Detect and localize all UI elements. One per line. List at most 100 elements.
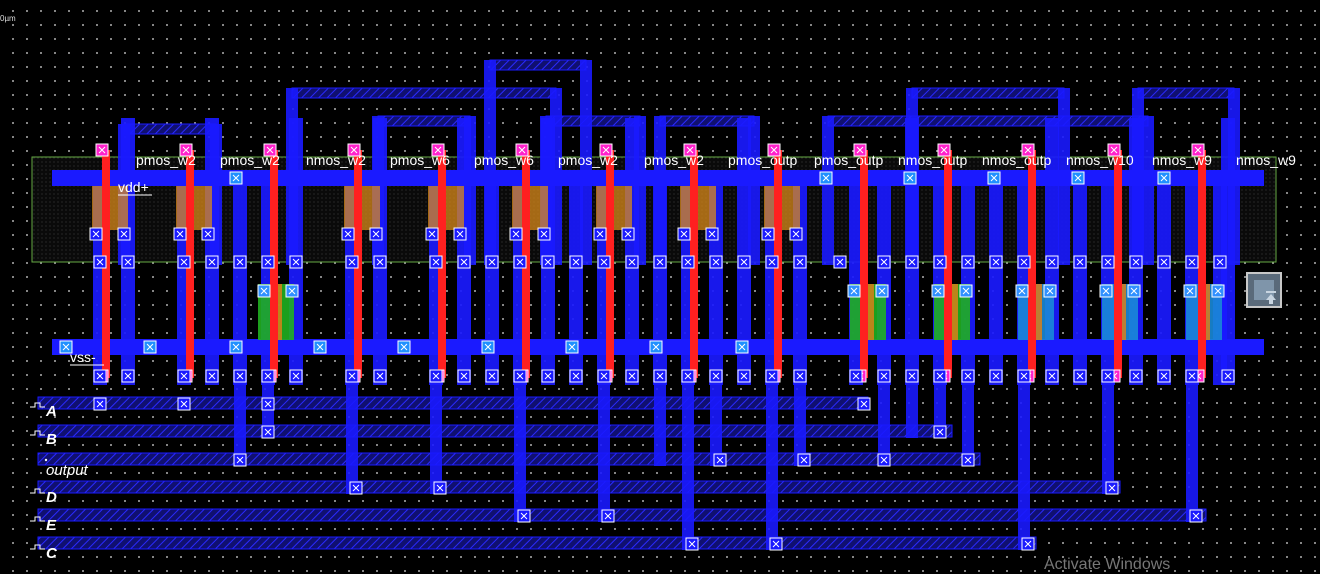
pin-label: B <box>46 431 57 448</box>
metal1-drop <box>878 372 890 466</box>
zoom-fit-icon <box>1254 280 1276 304</box>
route-top <box>1137 87 1235 99</box>
cell-label: nmos_w9 <box>1236 152 1296 168</box>
route-bus <box>37 480 1121 494</box>
contact-mark <box>796 372 804 380</box>
metal1-drop <box>794 372 806 466</box>
contact-mark <box>236 456 244 464</box>
contact-mark <box>1104 258 1112 266</box>
contact-mark <box>908 372 916 380</box>
pin-output-dot <box>44 458 48 462</box>
metal1-drop <box>1102 372 1114 494</box>
contact-mark <box>428 230 436 238</box>
contact-mark <box>180 258 188 266</box>
contact-mark <box>792 230 800 238</box>
metal1-loop <box>580 60 592 265</box>
contact-mark <box>232 343 240 351</box>
contact-mark <box>182 146 190 154</box>
metal1-loop <box>748 116 760 265</box>
contact-mark <box>1076 258 1084 266</box>
contact-mark <box>1076 372 1084 380</box>
contact-mark <box>964 258 972 266</box>
metal1-drop <box>934 372 946 438</box>
pin-label: A <box>45 403 57 420</box>
contact-mark <box>208 372 216 380</box>
contact-mark <box>836 258 844 266</box>
route-top <box>377 115 471 127</box>
contact-mark <box>1108 484 1116 492</box>
contact-mark <box>740 372 748 380</box>
contact-mark <box>436 484 444 492</box>
contact-mark <box>936 258 944 266</box>
contact-mark <box>768 258 776 266</box>
contact-mark <box>880 372 888 380</box>
contact-mark <box>772 540 780 548</box>
contact-mark <box>1024 146 1032 154</box>
contact-mark <box>1018 287 1026 295</box>
pin-label: E <box>46 517 57 534</box>
contact-mark <box>1224 372 1232 380</box>
metal1-drop <box>1186 372 1198 522</box>
contact-mark <box>880 258 888 266</box>
contact-mark <box>512 230 520 238</box>
contact-mark <box>856 146 864 154</box>
contact-mark <box>98 146 106 154</box>
contact-mark <box>288 287 296 295</box>
cell-label: pmos_w6 <box>390 152 450 168</box>
contact-mark <box>990 174 998 182</box>
contact-mark <box>624 230 632 238</box>
contact-mark <box>1024 540 1032 548</box>
contact-mark <box>344 230 352 238</box>
contact-mark <box>936 372 944 380</box>
metal1-loop <box>634 116 646 265</box>
contact-mark <box>518 146 526 154</box>
contact-mark <box>708 230 716 238</box>
contact-mark <box>92 230 100 238</box>
contact-mark <box>596 230 604 238</box>
route-top <box>489 59 587 71</box>
contact-mark <box>460 258 468 266</box>
contact-mark <box>1048 372 1056 380</box>
contact-mark <box>1160 372 1168 380</box>
contact-mark <box>880 456 888 464</box>
metal1-drop <box>234 372 246 466</box>
cell-label: nmos_outp <box>898 152 967 168</box>
route-bus <box>37 424 953 438</box>
contact-mark <box>376 372 384 380</box>
contact-mark <box>936 428 944 436</box>
contact-mark <box>236 372 244 380</box>
contact-mark <box>516 258 524 266</box>
route-top <box>291 87 557 99</box>
metal1-drop <box>598 372 610 522</box>
contact-mark <box>572 258 580 266</box>
contact-mark <box>652 343 660 351</box>
poly-gate <box>1198 150 1206 378</box>
contact-mark <box>1074 174 1082 182</box>
contact-mark <box>434 146 442 154</box>
contact-mark <box>372 230 380 238</box>
poly-gate <box>860 150 868 378</box>
contact-mark <box>266 146 274 154</box>
contact-mark <box>686 146 694 154</box>
contact-mark <box>908 258 916 266</box>
contact-mark <box>488 372 496 380</box>
contact-mark <box>544 258 552 266</box>
zoom-fit-button[interactable] <box>1246 272 1282 308</box>
contact-mark <box>1192 512 1200 520</box>
contact-mark <box>124 258 132 266</box>
contact-mark <box>1188 258 1196 266</box>
route-top <box>123 123 217 135</box>
cell-label: pmos_w2 <box>558 152 618 168</box>
metal1-drop <box>710 372 722 466</box>
contact-mark <box>348 372 356 380</box>
contact-mark <box>768 372 776 380</box>
contact-mark <box>488 258 496 266</box>
contact-mark <box>628 372 636 380</box>
contact-mark <box>264 428 272 436</box>
metal1-loop <box>484 60 496 265</box>
pin-input-icon <box>30 544 45 550</box>
contact-mark <box>180 400 188 408</box>
contact-mark <box>484 343 492 351</box>
contact-mark <box>628 258 636 266</box>
